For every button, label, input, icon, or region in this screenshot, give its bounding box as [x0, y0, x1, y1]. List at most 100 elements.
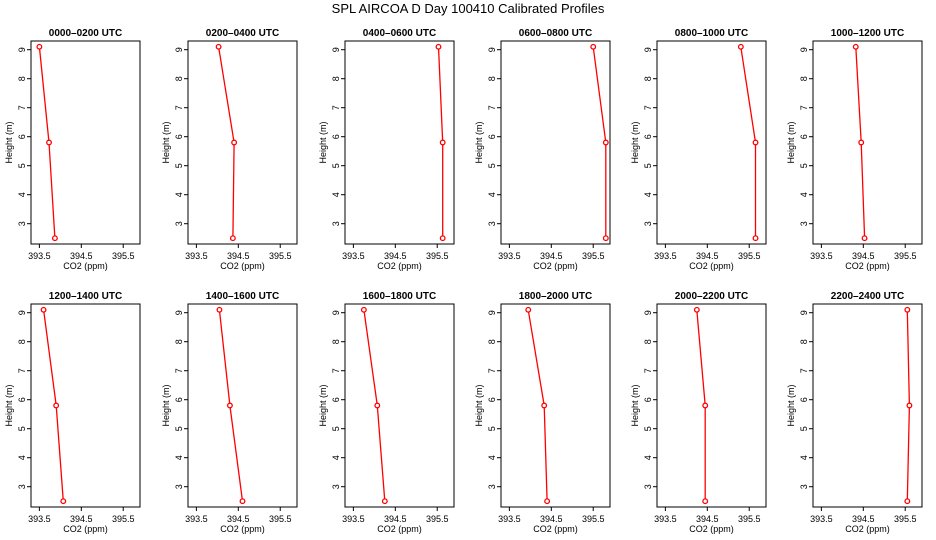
y-tick-label: 9 — [487, 47, 497, 52]
y-tick-label: 4 — [331, 192, 341, 197]
x-tick-label: 394.5 — [384, 251, 407, 261]
x-axis: 393.5 394.5 395.5 — [498, 507, 604, 524]
y-tick-label: 3 — [331, 221, 341, 226]
x-tick-label: 393.5 — [810, 251, 833, 261]
x-tick-label: 394.5 — [227, 251, 250, 261]
y-axis-label: Height (m) — [630, 384, 640, 426]
x-tick-label: 394.5 — [852, 514, 875, 524]
x-axis-label: CO2 (ppm) — [845, 261, 890, 271]
data-point — [239, 498, 246, 505]
y-tick-label: 9 — [174, 47, 184, 52]
plot-frame — [656, 303, 767, 508]
y-tick-label: 9 — [331, 310, 341, 315]
x-axis: 393.5 394.5 395.5 — [342, 244, 448, 261]
plot-frame — [187, 40, 298, 245]
y-tick-label: 5 — [174, 426, 184, 431]
data-point — [590, 43, 597, 50]
x-axis-label: CO2 (ppm) — [689, 261, 734, 271]
data-point — [904, 306, 911, 313]
x-tick-label: 395.5 — [894, 251, 917, 261]
x-tick-label: 395.5 — [426, 514, 449, 524]
x-tick-label: 395.5 — [582, 514, 605, 524]
x-tick-label: 394.5 — [384, 514, 407, 524]
y-tick-label: 4 — [643, 192, 653, 197]
y-tick-label: 9 — [17, 47, 27, 52]
y-tick-label: 6 — [174, 134, 184, 139]
y-tick-label: 5 — [17, 163, 27, 168]
x-tick-label: 393.5 — [810, 514, 833, 524]
y-tick-label: 7 — [331, 105, 341, 110]
panel-5: 1000–1200 UTC 393.5 394.5 395.5 CO2 (ppm) 3 4 5… — [786, 28, 923, 271]
data-point — [737, 43, 744, 50]
y-axis-label: Height (m) — [4, 384, 14, 426]
data-point — [46, 139, 52, 146]
data-point — [852, 43, 859, 50]
panel-6: 1200–1400 UTC 393.5 394.5 395.5 CO2 (ppm) 3 4 5… — [4, 291, 141, 534]
y-axis-label: Height (m) — [161, 121, 171, 163]
y-axis: 3 4 5 6 7 8 9 — [643, 47, 657, 226]
plot-frame — [812, 303, 923, 508]
y-tick-label: 3 — [331, 484, 341, 489]
data-point — [60, 498, 67, 505]
x-axis-label: CO2 (ppm) — [533, 261, 578, 271]
data-point — [439, 139, 446, 146]
x-tick-label: 393.5 — [654, 251, 677, 261]
plot-frame — [656, 40, 767, 245]
x-axis-label: CO2 (ppm) — [63, 524, 108, 534]
y-tick-label: 4 — [17, 192, 27, 197]
panel-2: 0400–0600 UTC 393.5 394.5 395.5 CO2 (ppm) 3 4 5… — [318, 28, 455, 271]
y-tick-label: 6 — [331, 397, 341, 402]
y-tick-label: 4 — [487, 192, 497, 197]
x-tick-label: 395.5 — [738, 251, 761, 261]
y-tick-label: 6 — [174, 397, 184, 402]
y-tick-label: 5 — [331, 163, 341, 168]
x-tick-label: 394.5 — [70, 514, 93, 524]
y-tick-label: 7 — [17, 368, 27, 373]
y-tick-label: 4 — [174, 192, 184, 197]
data-point — [40, 306, 47, 313]
y-tick-label: 9 — [643, 47, 653, 52]
y-tick-label: 8 — [643, 76, 653, 81]
data-point — [702, 402, 709, 409]
data-point — [229, 235, 236, 242]
data-point — [374, 402, 381, 409]
y-tick-label: 6 — [17, 397, 27, 402]
x-axis-label: CO2 (ppm) — [220, 524, 265, 534]
y-tick-label: 3 — [487, 484, 497, 489]
x-tick-label: 393.5 — [498, 251, 521, 261]
x-axis: 393.5 394.5 395.5 — [28, 507, 134, 524]
y-tick-label: 7 — [643, 105, 653, 110]
x-tick-label: 393.5 — [28, 251, 51, 261]
y-axis-label: Height (m) — [318, 121, 328, 163]
x-tick-label: 395.5 — [112, 514, 135, 524]
plot-frame — [344, 40, 455, 245]
data-point — [861, 235, 868, 242]
panel-title: 0000–0200 UTC — [49, 28, 122, 39]
x-axis: 393.5 394.5 395.5 — [28, 244, 134, 261]
x-tick-label: 393.5 — [185, 251, 208, 261]
y-axis: 3 4 5 6 7 8 9 — [17, 310, 31, 489]
panel-title: 1400–1600 UTC — [206, 291, 279, 302]
y-tick-label: 3 — [17, 484, 27, 489]
y-axis-label: Height (m) — [786, 121, 796, 163]
y-axis-label: Height (m) — [474, 121, 484, 163]
y-tick-label: 7 — [17, 105, 27, 110]
y-tick-label: 5 — [487, 426, 497, 431]
x-tick-label: 393.5 — [185, 514, 208, 524]
y-tick-label: 8 — [799, 76, 809, 81]
x-tick-label: 393.5 — [654, 514, 677, 524]
y-tick-label: 4 — [17, 455, 27, 460]
y-tick-label: 6 — [17, 134, 27, 139]
y-tick-label: 8 — [331, 339, 341, 344]
y-tick-label: 5 — [174, 163, 184, 168]
y-tick-label: 4 — [331, 455, 341, 460]
data-point — [702, 498, 709, 505]
y-axis-label: Height (m) — [630, 121, 640, 163]
x-axis: 393.5 394.5 395.5 — [185, 507, 291, 524]
y-tick-label: 3 — [643, 484, 653, 489]
panel-10: 2000–2200 UTC 393.5 394.5 395.5 CO2 (ppm) 3 4 5… — [630, 291, 767, 534]
plot-frame — [30, 40, 141, 245]
x-axis-label: CO2 (ppm) — [689, 524, 734, 534]
y-tick-label: 5 — [643, 426, 653, 431]
plot-frame — [500, 303, 611, 508]
